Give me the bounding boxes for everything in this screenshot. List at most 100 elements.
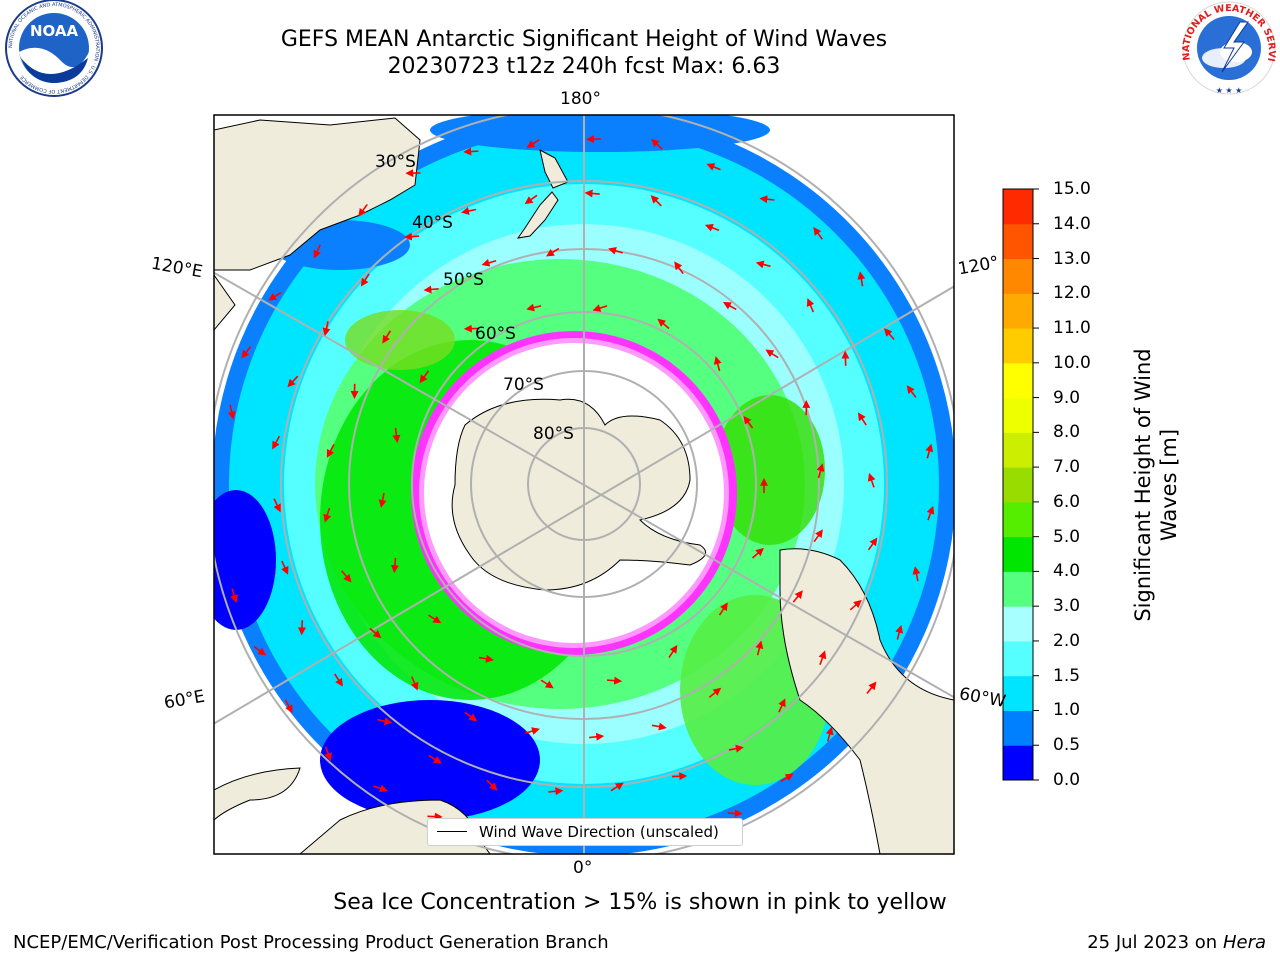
wave-direction-arrow <box>323 507 332 523</box>
sea-ice-caption: Sea Ice Concentration > 15% is shown in … <box>333 890 947 915</box>
colorbar-segment <box>1003 223 1033 260</box>
longitude-graticule <box>214 115 954 854</box>
colorbar-segment <box>1003 745 1033 781</box>
wave-band-6m <box>345 310 455 370</box>
wave-direction-arrow <box>410 676 419 691</box>
wave-direction-arrow <box>360 273 370 287</box>
new-zealand-north <box>539 149 569 189</box>
legend-line-sample <box>437 831 467 832</box>
nws-logo-stars: ★ ★ ★ <box>1216 86 1243 95</box>
wave-direction-arrow <box>657 318 670 330</box>
wave-direction-arrow <box>403 232 420 241</box>
colorbar-segment <box>1003 328 1033 364</box>
wave-direction-arrow <box>704 224 720 232</box>
wave-direction-arrow <box>849 599 862 611</box>
colorbar-tick-label: 1.0 <box>1053 700 1081 721</box>
noaa-logo-text: NOAA <box>30 22 79 40</box>
wave-direction-arrow <box>825 726 834 742</box>
wave-direction-arrow <box>284 699 293 714</box>
wave-direction-arrow <box>524 194 538 205</box>
wave-direction-arrow <box>526 303 542 312</box>
wave-direction-arrow <box>651 722 667 731</box>
wave-direction-arrow <box>650 195 662 207</box>
wave-direction-arrow <box>287 375 299 388</box>
wave-band-0m-south <box>320 700 540 820</box>
colorbar-label: Significant Height of Wind Waves [m] <box>1131 348 1181 622</box>
wave-direction-arrow <box>883 328 895 341</box>
wave-direction-arrow <box>322 321 331 337</box>
antarctica <box>451 398 707 591</box>
wave-direction-arrow <box>377 717 393 726</box>
lat-label-60s: 60°S <box>475 324 516 344</box>
wave-direction-arrow <box>589 732 605 741</box>
colorbar-segment <box>1003 710 1033 746</box>
lat-label-40s: 40°S <box>412 213 453 233</box>
colorbar-tick-label: 1.5 <box>1053 665 1081 686</box>
wave-direction-arrow <box>792 590 803 603</box>
meridian-60e-120w <box>214 285 954 725</box>
wave-direction-arrow <box>463 147 479 156</box>
wave-direction-arrow <box>373 784 388 793</box>
wave-direction-arrow <box>752 547 764 559</box>
wave-direction-arrow <box>610 782 624 792</box>
wave-direction-arrow <box>341 570 352 583</box>
colorbar-segment <box>1003 640 1033 677</box>
colorbar-tick-label: 10.0 <box>1053 352 1091 373</box>
colorbar-tick-label: 4.0 <box>1053 561 1081 582</box>
colorbar-tick-label: 0.0 <box>1053 770 1081 790</box>
wave-direction-arrow <box>728 744 744 753</box>
vector-legend: Wind Wave Direction (unscaled) <box>427 818 743 846</box>
wave-direction-arrow <box>818 650 827 665</box>
lon-label-180: 180° <box>560 89 601 109</box>
wave-direction-arrow <box>313 244 321 259</box>
lon-label-0: 0° <box>573 858 593 878</box>
chart-subtitle: 20230723 t12z 240h fcst Max: 6.63 <box>387 54 781 79</box>
wave-direction-arrow <box>382 330 392 344</box>
wave-direction-arrow <box>227 404 236 420</box>
colorbar-tick-label: 14.0 <box>1053 213 1091 234</box>
wave-direction-arrow <box>857 271 866 287</box>
footer-date: 25 Jul 2023 on Hera <box>1087 932 1266 953</box>
wave-direction-arrow <box>867 472 876 488</box>
colorbar-segment <box>1003 571 1033 607</box>
colorbar-segment <box>1003 293 1033 329</box>
lat-label-80s: 80°S <box>533 424 574 444</box>
nws-logo: NATIONAL WEATHER SERVICE ★ ★ ★ <box>1178 0 1277 95</box>
colorbar-tick-label: 15.0 <box>1053 179 1091 199</box>
colorbar-segment <box>1003 189 1033 225</box>
chart-title: GEFS MEAN Antarctic Significant Height o… <box>280 27 888 52</box>
colorbar-segment <box>1003 397 1033 433</box>
wave-direction-arrow <box>241 345 252 359</box>
wave-direction-arrow <box>867 537 878 551</box>
footer-machine: Hera <box>1222 932 1266 953</box>
africa <box>214 767 301 821</box>
legend-label: Wind Wave Direction (unscaled) <box>479 823 719 841</box>
wave-direction-arrow <box>925 443 934 459</box>
wave-direction-arrow <box>545 247 560 257</box>
wave-direction-arrow <box>816 463 825 479</box>
wave-direction-arrow <box>651 138 663 150</box>
colorbar-segment <box>1003 501 1033 538</box>
wave-direction-arrow <box>464 711 478 722</box>
footer-credit: NCEP/EMC/Verification Post Processing Pr… <box>13 932 609 953</box>
colorbar-segment <box>1003 362 1033 399</box>
colorbar <box>1003 188 1039 781</box>
colorbar-tick-label: 2.0 <box>1053 630 1081 651</box>
australia-west <box>214 274 236 331</box>
colorbar-segment <box>1003 606 1033 642</box>
meridian-120e-60w <box>214 271 954 699</box>
colorbar-tick-label: 11.0 <box>1053 318 1091 339</box>
wave-direction-arrow <box>926 505 935 521</box>
wave-direction-arrow <box>765 349 779 359</box>
wave-direction-arrow <box>778 698 786 713</box>
colorbar-tick-label: 7.0 <box>1053 457 1081 478</box>
colorbar-segment <box>1003 432 1033 468</box>
wave-direction-arrow <box>525 727 540 735</box>
wave-direction-arrow <box>857 412 867 426</box>
colorbar-tick-label: 9.0 <box>1053 387 1081 408</box>
wave-direction-arrow <box>708 687 722 698</box>
wave-direction-arrow <box>326 443 335 458</box>
wave-direction-arrow <box>584 189 600 198</box>
wave-direction-arrow <box>540 679 554 689</box>
